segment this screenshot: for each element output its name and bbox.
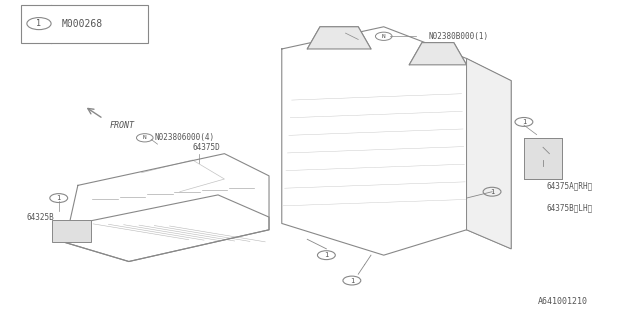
Text: 64375B〈LH〉: 64375B〈LH〉 — [547, 203, 593, 212]
Polygon shape — [307, 27, 371, 49]
Polygon shape — [409, 43, 467, 65]
Text: 1: 1 — [522, 119, 526, 125]
Text: N02380B000(1): N02380B000(1) — [428, 32, 488, 41]
Text: 1: 1 — [349, 277, 354, 284]
Text: FRONT: FRONT — [110, 121, 135, 130]
Polygon shape — [524, 138, 562, 179]
Text: 1: 1 — [56, 195, 61, 201]
Polygon shape — [52, 220, 91, 243]
Text: 1: 1 — [490, 189, 494, 195]
Polygon shape — [467, 59, 511, 249]
Text: 64375D: 64375D — [193, 143, 220, 152]
Text: N: N — [143, 135, 147, 140]
Text: 1: 1 — [324, 252, 328, 258]
Text: N023806000(4): N023806000(4) — [154, 133, 214, 142]
Text: N: N — [382, 34, 385, 39]
Text: A641001210: A641001210 — [538, 297, 588, 306]
Text: 1: 1 — [36, 19, 42, 28]
FancyBboxPatch shape — [20, 4, 148, 43]
Text: M000268: M000268 — [62, 19, 103, 28]
Text: 64325B: 64325B — [27, 212, 54, 222]
Text: 64375A〈RH〉: 64375A〈RH〉 — [547, 181, 593, 190]
